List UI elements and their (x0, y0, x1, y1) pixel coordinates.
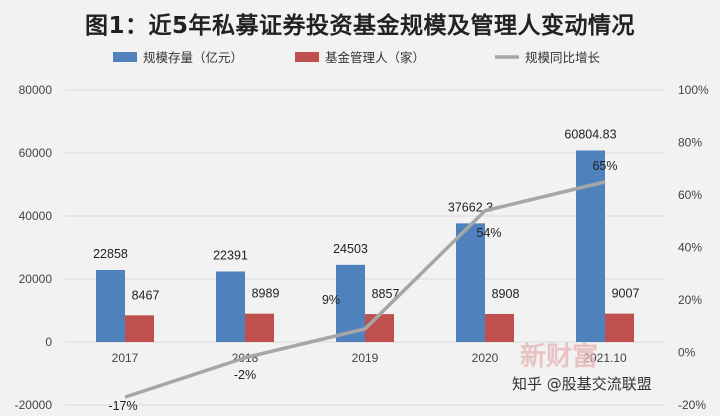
y-right-tick-label: 100% (678, 83, 709, 97)
data-label: 37662.3 (448, 200, 493, 214)
data-label: 8467 (132, 288, 160, 302)
legend-swatch (295, 52, 319, 62)
legend-label: 规模同比增长 (525, 50, 601, 65)
bar-scale (576, 150, 605, 342)
data-label: 24503 (333, 242, 368, 256)
y-left-tick-label: 60000 (19, 146, 53, 160)
line-data-label: 9% (322, 293, 340, 307)
watermark-stamp: 新财富 (520, 341, 598, 372)
bar-managers (485, 313, 514, 342)
y-left-tick-label: 80000 (19, 83, 53, 97)
y-left-tick-label: -20000 (15, 398, 53, 412)
legend-label: 规模存量（亿元） (143, 50, 243, 65)
data-label: 8908 (492, 287, 520, 301)
y-left-tick-label: 40000 (19, 209, 53, 223)
x-tick-label: 2020 (472, 351, 499, 365)
bar-scale (456, 223, 485, 342)
y-right-tick-label: -20% (678, 398, 706, 412)
bar-scale (216, 271, 245, 342)
x-tick-label: 2017 (112, 351, 139, 365)
data-label: 22858 (93, 247, 128, 261)
bar-managers (365, 314, 394, 342)
line-data-label: 54% (476, 226, 501, 240)
line-data-label: -2% (234, 368, 256, 382)
bar-managers (605, 313, 634, 342)
line-data-label: -17% (108, 399, 137, 413)
data-label: 8989 (252, 287, 280, 301)
bar-managers (245, 313, 274, 342)
y-right-tick-label: 80% (678, 136, 702, 150)
data-label: 60804.83 (564, 127, 616, 141)
x-tick-label: 2019 (352, 351, 379, 365)
growth-line (124, 180, 606, 399)
data-label: 22391 (213, 248, 248, 262)
data-label: 8857 (372, 287, 400, 301)
y-right-tick-label: 0% (678, 346, 696, 360)
y-left-tick-label: 20000 (19, 272, 53, 286)
watermark-text: 知乎 @股基交流联盟 (512, 375, 652, 393)
legend-swatch (113, 52, 137, 62)
y-left-tick-label: 0 (45, 335, 52, 349)
line-data-label: 65% (592, 159, 617, 173)
y-right-tick-label: 40% (678, 241, 702, 255)
chart-title: 图1：近5年私募证券投资基金规模及管理人变动情况 (84, 13, 635, 39)
x-tick-label: 2021.10 (583, 351, 627, 365)
legend-label: 基金管理人（家） (325, 50, 425, 65)
data-label: 9007 (612, 287, 640, 301)
bar-managers (125, 315, 154, 342)
y-right-tick-label: 60% (678, 188, 702, 202)
bar-scale (96, 269, 125, 342)
y-right-tick-label: 20% (678, 293, 702, 307)
